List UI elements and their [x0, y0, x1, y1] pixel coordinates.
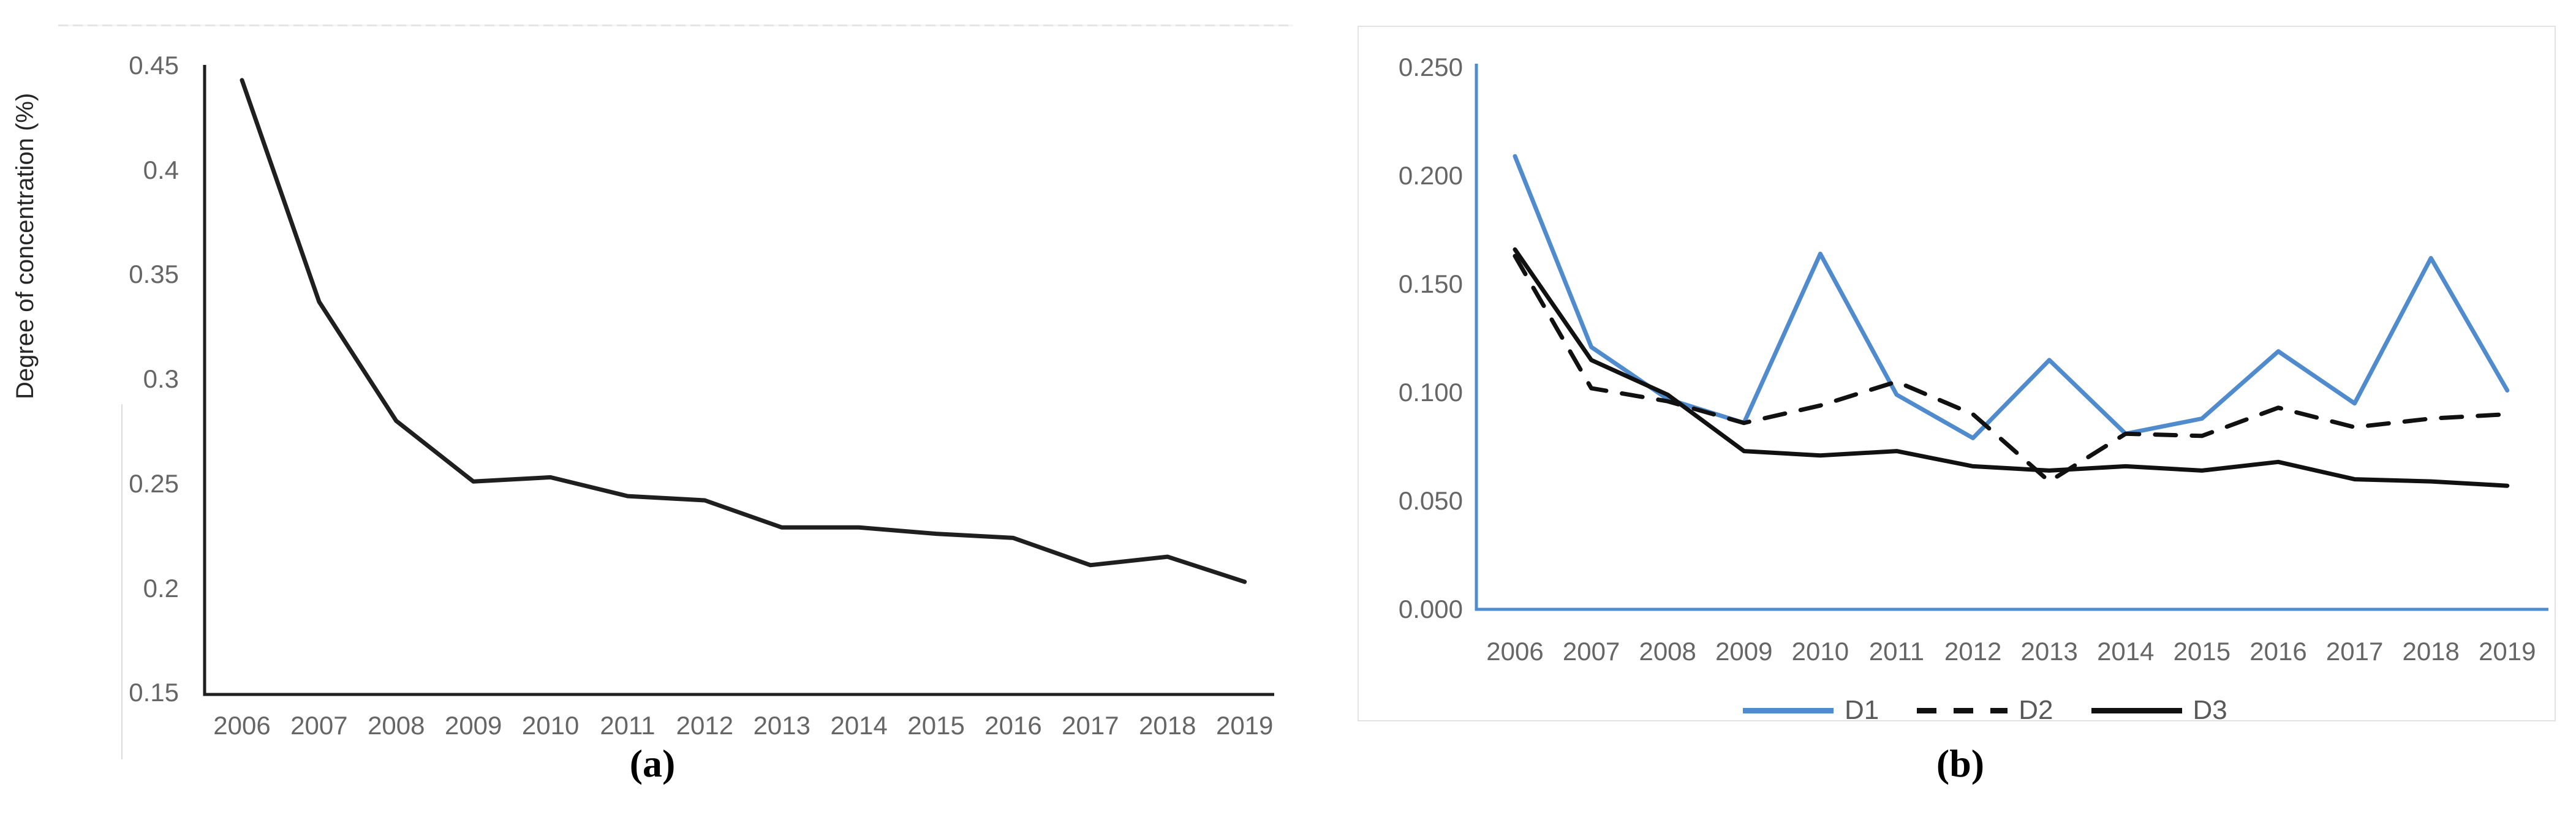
caption-panel-b: (b) — [1936, 742, 1985, 785]
legend-line-d1-icon — [1743, 707, 1834, 713]
panel-b-axis — [1475, 64, 2548, 611]
caption-panel-a: (a) — [629, 742, 676, 785]
stray-axis-line — [121, 404, 123, 759]
legend: D1 D2 D3 — [1743, 693, 2227, 728]
series-degree-of-concentration — [240, 78, 1247, 584]
legend-line-d3-icon — [2091, 707, 2182, 713]
legend-line-d2-icon — [1917, 707, 2008, 713]
series-d3 — [1513, 247, 2510, 488]
legend-label-d1: D1 — [1845, 695, 1879, 725]
series-d2 — [1513, 254, 2510, 484]
legend-label-d3: D3 — [2193, 695, 2227, 725]
legend-label-d2: D2 — [2019, 695, 2053, 725]
panel-b-border-box — [1358, 26, 2556, 721]
panel-a-top-border-line — [58, 24, 1293, 26]
panel-a-axis — [203, 65, 1274, 696]
series-d1 — [1513, 154, 2510, 440]
